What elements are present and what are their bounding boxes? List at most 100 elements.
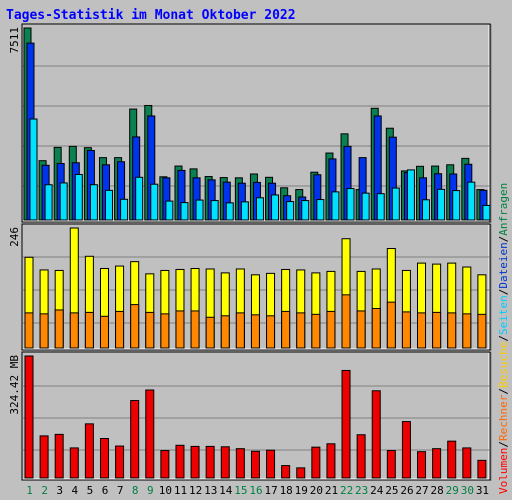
day-label-22: 22 <box>340 484 353 497</box>
legend-dateien: Dateien <box>497 242 510 288</box>
bar-rechner-day-8 <box>130 304 140 349</box>
bar-volumen-day-19 <box>296 467 306 479</box>
bar-volumen-day-1 <box>24 355 34 479</box>
bar-seiten-day-16 <box>255 197 264 221</box>
day-label-12: 12 <box>189 484 202 497</box>
bar-rechner-day-5 <box>84 311 94 349</box>
bar-rechner-day-28 <box>432 311 442 349</box>
legend-separator: / <box>497 236 510 243</box>
day-label-19: 19 <box>295 484 308 497</box>
bar-seiten-day-20 <box>316 199 325 221</box>
day-label-31: 31 <box>476 484 489 497</box>
bar-rechner-day-20 <box>311 313 321 349</box>
bar-rechner-day-24 <box>371 307 381 349</box>
bar-rechner-day-26 <box>401 311 411 349</box>
bar-volumen-day-11 <box>175 444 185 479</box>
bar-seiten-day-14 <box>225 202 234 221</box>
legend-separator: / <box>497 388 510 395</box>
bar-rechner-day-10 <box>160 313 170 349</box>
day-labels: 1 2 3 4 5 6 7 8 9 10 11 12 13 14 15 16 17 18 19 20 21 22 23 24 2… <box>26 484 489 497</box>
chart-title: Tages-Statistik im Monat Oktober 2022 <box>6 8 296 23</box>
y-max-label: 324.42 MB <box>8 355 21 415</box>
bar-seiten-day-13 <box>210 200 219 221</box>
bar-rechner-day-1 <box>24 312 34 349</box>
day-label-25: 25 <box>385 484 398 497</box>
bar-rechner-day-2 <box>39 313 49 349</box>
bar-volumen-day-13 <box>205 445 215 479</box>
bar-seiten-day-30 <box>467 181 476 221</box>
bar-volumen-day-14 <box>220 446 230 479</box>
day-label-17: 17 <box>264 484 277 497</box>
bar-rechner-day-25 <box>386 301 396 349</box>
panel-visits: 246 <box>8 223 492 351</box>
bar-seiten-day-11 <box>180 202 189 221</box>
panel-requests: 7511 <box>8 23 492 223</box>
day-label-21: 21 <box>325 484 338 497</box>
bar-rechner-day-29 <box>447 312 457 349</box>
bar-rechner-day-14 <box>220 315 230 349</box>
bar-rechner-day-17 <box>266 315 276 349</box>
bar-seiten-day-24 <box>376 193 385 221</box>
bar-seiten-day-29 <box>452 190 461 221</box>
bar-rechner-day-27 <box>417 312 427 349</box>
bar-rechner-day-9 <box>145 311 155 349</box>
bar-rechner-day-4 <box>69 312 79 349</box>
bar-volumen-day-21 <box>326 443 336 479</box>
bar-volumen-day-20 <box>311 446 321 479</box>
bar-rechner-day-6 <box>99 315 109 349</box>
bar-seiten-day-21 <box>331 191 340 221</box>
bar-volumen-day-9 <box>145 389 155 479</box>
bar-seiten-day-12 <box>195 199 204 221</box>
day-label-16: 16 <box>249 484 262 497</box>
bar-seiten-day-9 <box>150 183 159 221</box>
bar-rechner-day-7 <box>115 310 125 349</box>
bar-volumen-day-4 <box>69 447 79 479</box>
bar-volumen-day-23 <box>356 434 366 479</box>
bar-volumen-day-26 <box>401 421 411 479</box>
day-label-27: 27 <box>415 484 428 497</box>
day-label-18: 18 <box>280 484 293 497</box>
day-label-15: 15 <box>234 484 247 497</box>
bar-seiten-day-28 <box>437 188 446 221</box>
bar-volumen-day-15 <box>235 448 245 479</box>
bar-seiten-day-5 <box>89 184 98 221</box>
day-label-13: 13 <box>204 484 217 497</box>
bar-volumen-day-30 <box>462 447 472 479</box>
bar-seiten-day-7 <box>120 198 129 221</box>
bar-volumen-day-18 <box>281 465 291 479</box>
bar-volumen-day-22 <box>341 369 351 479</box>
bar-rechner-day-11 <box>175 310 185 349</box>
day-label-29: 29 <box>446 484 459 497</box>
bar-volumen-day-2 <box>39 435 49 479</box>
bar-rechner-day-15 <box>235 312 245 349</box>
bar-rechner-day-22 <box>341 294 351 349</box>
bar-rechner-day-18 <box>281 310 291 349</box>
day-label-26: 26 <box>400 484 413 497</box>
bar-volumen-day-27 <box>417 451 427 479</box>
bar-volumen-day-24 <box>371 390 381 479</box>
legend-anfragen: Anfragen <box>497 183 510 236</box>
day-label-14: 14 <box>219 484 233 497</box>
legend-besuche: Besuche <box>497 342 510 388</box>
bar-seiten-day-1 <box>29 118 38 221</box>
bar-seiten-day-19 <box>301 200 310 221</box>
bar-seiten-day-2 <box>44 184 53 221</box>
bar-volumen-day-8 <box>130 400 140 479</box>
bar-volumen-day-3 <box>54 433 64 479</box>
bar-seiten-day-31 <box>482 204 491 221</box>
day-label-7: 7 <box>117 484 124 497</box>
y-max-label: 7511 <box>8 27 21 54</box>
day-label-9: 9 <box>147 484 154 497</box>
bar-seiten-day-18 <box>286 201 295 221</box>
bar-rechner-day-19 <box>296 312 306 349</box>
legend-seiten: Seiten <box>497 295 510 335</box>
bar-volumen-day-25 <box>386 450 396 479</box>
bar-volumen-day-7 <box>115 445 125 479</box>
day-label-20: 20 <box>310 484 323 497</box>
bar-volumen-day-16 <box>250 450 260 479</box>
legend-separator: / <box>497 335 510 342</box>
bar-seiten-day-17 <box>271 194 280 221</box>
bar-seiten-day-3 <box>59 182 68 221</box>
